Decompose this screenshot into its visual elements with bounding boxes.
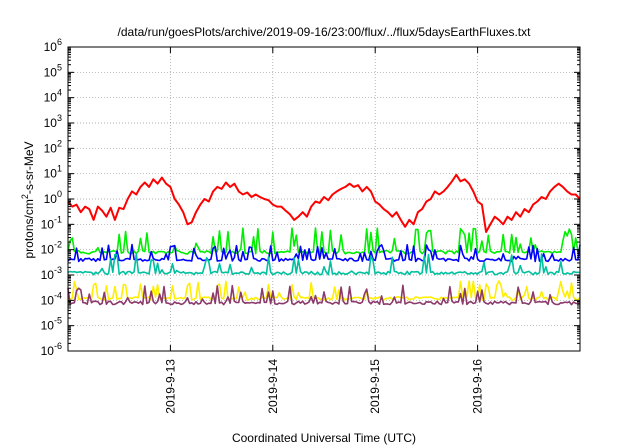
x-tick-label: 2019-9-13 <box>163 359 177 414</box>
y-tick-label: 106 <box>44 37 62 54</box>
series-line-6 <box>67 284 581 306</box>
series-line-5 <box>67 280 581 301</box>
y-tick-label: 10-5 <box>41 316 62 333</box>
series-line-4 <box>67 253 581 276</box>
y-tick-label: 10-6 <box>41 341 62 358</box>
y-axis-label-suffix: -s-sr-MeV <box>22 141 36 194</box>
y-axis: 106 105 104 103 102 101 100 10-1 10-2 10-3 10-4 10-… <box>41 37 580 358</box>
y-tick-label: 10-4 <box>41 290 62 307</box>
y-tick-label: 103 <box>44 113 62 130</box>
series-line-2 <box>67 227 581 255</box>
y-axis-label: protons/cm2-s-sr-MeV <box>20 141 36 258</box>
y-tick-label: 101 <box>44 164 62 181</box>
y-axis-label-prefix: protons/cm <box>22 199 36 258</box>
x-axis: 2019-9-13 2019-9-14 2019-9-15 2019-9-16 <box>163 47 485 414</box>
y-tick-label: 10-1 <box>41 214 62 231</box>
series-line-3 <box>67 243 581 263</box>
y-tick-label: 10-3 <box>41 265 62 282</box>
y-tick-label: 102 <box>44 138 62 155</box>
y-tick-label: 105 <box>44 62 62 79</box>
y-axis-label-sup: 2 <box>20 194 30 199</box>
x-tick-label: 2019-9-14 <box>266 359 280 414</box>
y-tick-label: 104 <box>44 88 62 105</box>
series-line-1 <box>67 173 581 233</box>
series-layer <box>67 173 581 306</box>
x-tick-label: 2019-9-15 <box>368 359 382 414</box>
chart-title: /data/run/goesPlots/archive/2019-09-16/2… <box>118 25 532 39</box>
y-tick-label: 100 <box>44 189 62 206</box>
y-tick-label: 10-2 <box>41 240 62 257</box>
grid <box>68 46 580 352</box>
x-axis-label: Coordinated Universal Time (UTC) <box>232 431 416 445</box>
x-tick-label: 2019-9-16 <box>471 359 485 414</box>
